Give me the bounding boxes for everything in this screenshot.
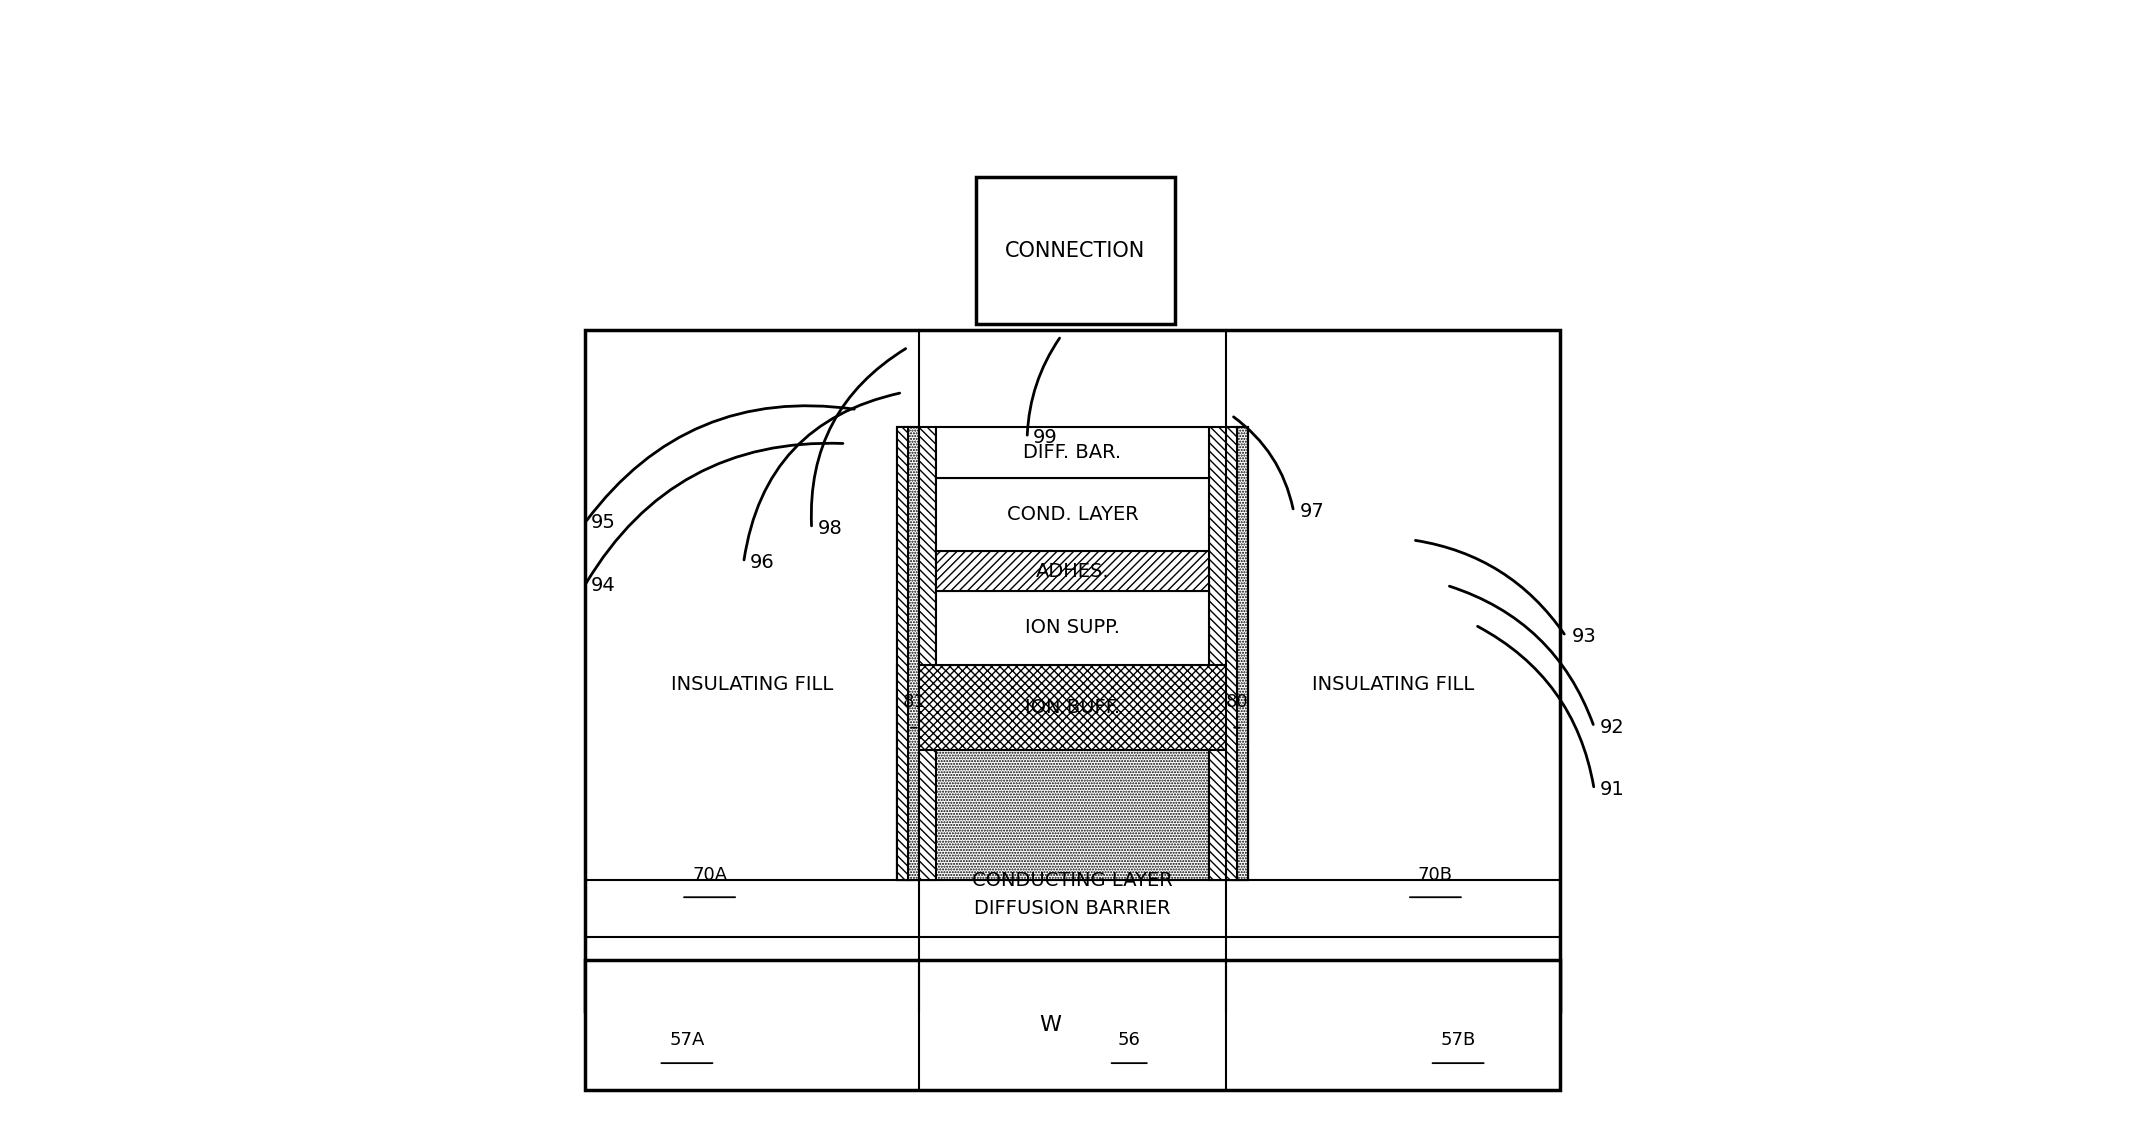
Bar [586, 331, 1559, 1010]
Bar [937, 427, 1208, 478]
Text: INSULATING FILL: INSULATING FILL [671, 675, 832, 693]
Text: 91: 91 [1600, 779, 1624, 799]
Text: 99: 99 [1032, 428, 1057, 448]
Text: DIFF. BAR.: DIFF. BAR. [1023, 443, 1122, 461]
Text: 97: 97 [1300, 502, 1323, 521]
Text: W: W [1038, 1015, 1062, 1034]
Text: DIFFUSION BARRIER: DIFFUSION BARRIER [974, 899, 1171, 918]
Bar [897, 750, 1248, 881]
Bar [1225, 427, 1238, 881]
Text: 80: 80 [1225, 692, 1248, 711]
Bar [937, 478, 1208, 551]
Bar [976, 177, 1175, 325]
Bar [937, 591, 1208, 665]
Text: 70B: 70B [1418, 866, 1452, 884]
Text: ADHES.: ADHES. [1036, 561, 1109, 581]
Text: 56: 56 [1118, 1031, 1141, 1049]
Text: COND. LAYER: COND. LAYER [1006, 505, 1139, 523]
Bar [1208, 427, 1248, 881]
Text: 93: 93 [1572, 627, 1596, 646]
Text: CONDUCTING LAYER: CONDUCTING LAYER [972, 870, 1173, 890]
Text: 94: 94 [590, 576, 616, 595]
Bar [897, 665, 1248, 750]
Bar [586, 960, 1559, 1089]
Text: ION BUFF.: ION BUFF. [1025, 698, 1120, 716]
Text: 81: 81 [903, 692, 924, 711]
Bar [897, 427, 937, 881]
Text: 96: 96 [749, 553, 774, 572]
Text: 92: 92 [1600, 718, 1624, 737]
Text: INSULATING FILL: INSULATING FILL [1313, 675, 1474, 693]
Bar [907, 427, 920, 881]
Text: 95: 95 [590, 513, 616, 533]
Bar [1238, 427, 1248, 881]
Text: 57A: 57A [669, 1031, 704, 1049]
Bar [937, 551, 1208, 591]
Text: 57B: 57B [1441, 1031, 1476, 1049]
Text: ION SUPP.: ION SUPP. [1025, 619, 1120, 637]
Text: CONNECTION: CONNECTION [1006, 241, 1145, 261]
Text: 98: 98 [817, 519, 843, 538]
Text: 70A: 70A [693, 866, 727, 884]
Bar [897, 427, 907, 881]
